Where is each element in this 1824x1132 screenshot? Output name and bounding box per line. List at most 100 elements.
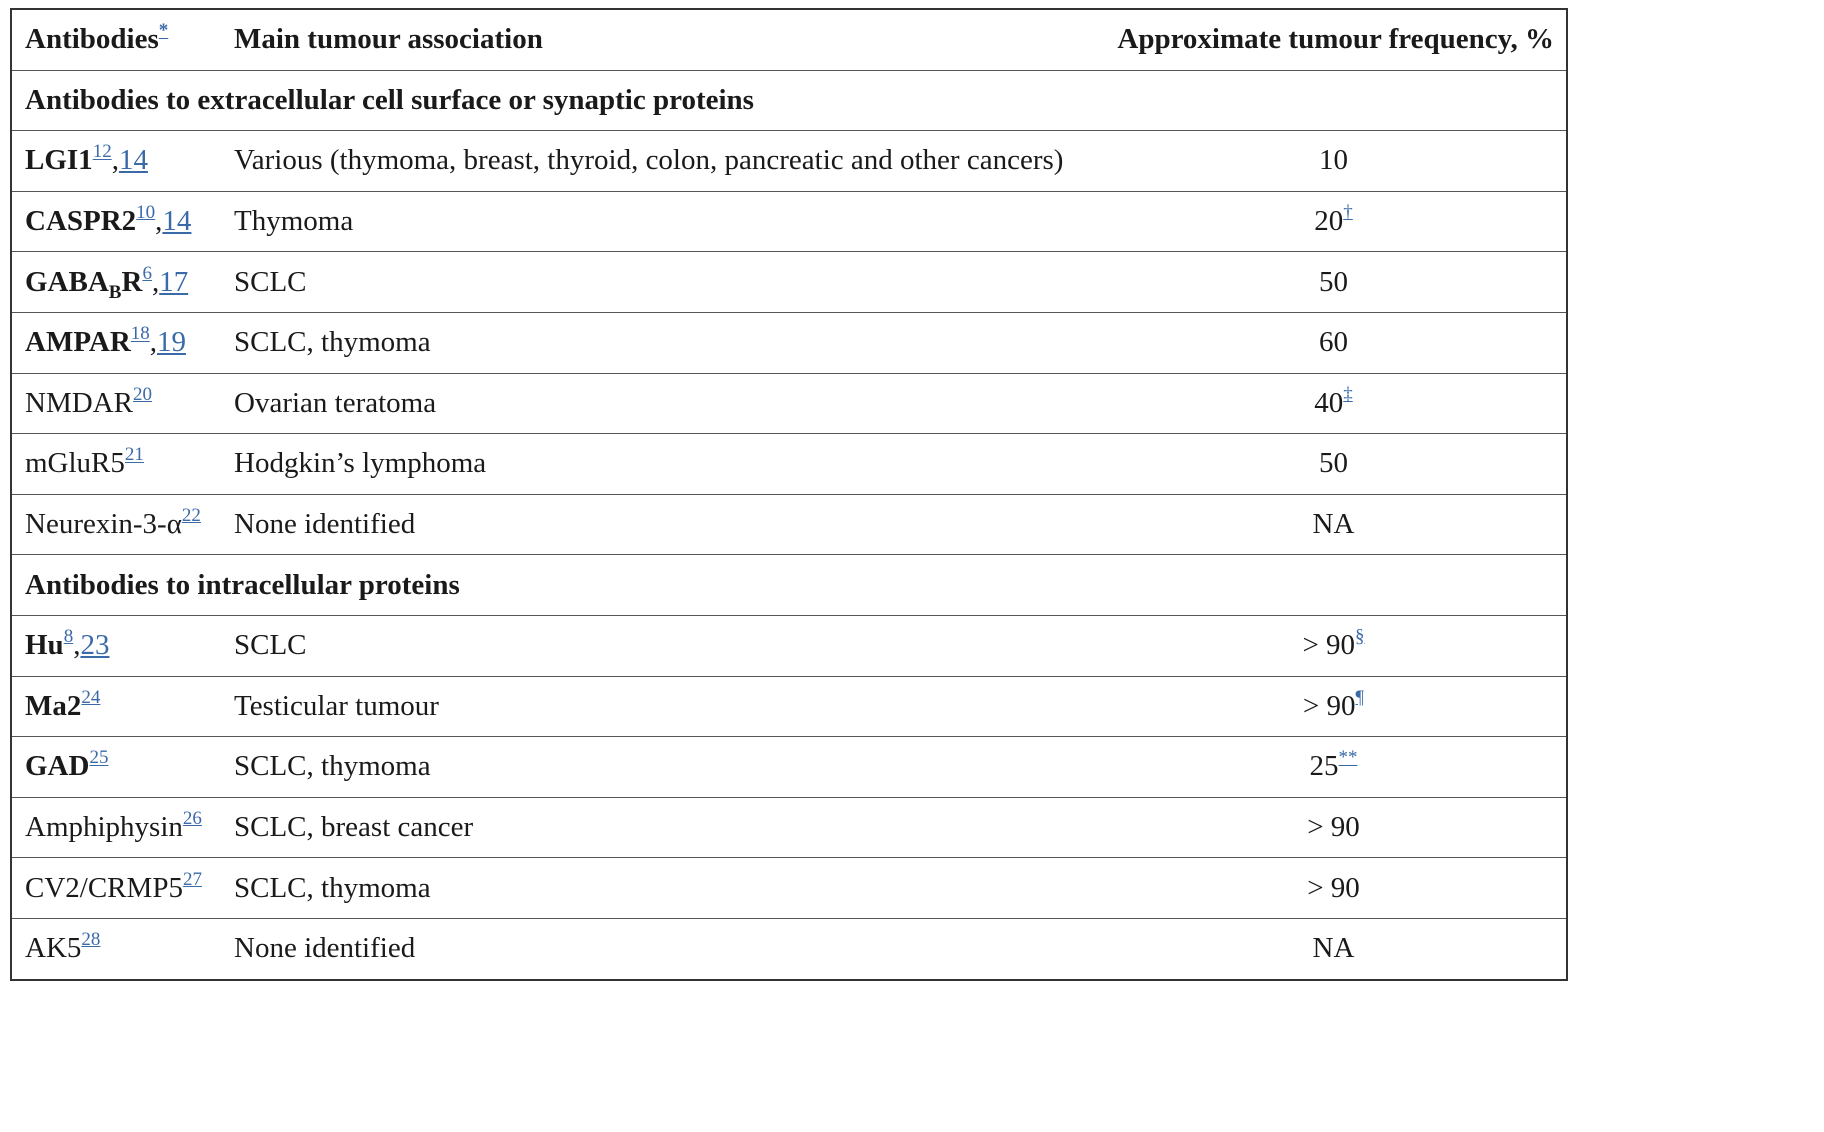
reference-link[interactable]: 27 [182,868,202,890]
tumour-frequency-cell: NA [1101,917,1567,980]
reference-link[interactable]: 20 [132,384,152,406]
frequency-footnote-link[interactable]: ‡ [1343,384,1353,406]
tumour-frequency-cell: 60 [1101,311,1567,374]
section-header-row: Antibodies to intracellular proteins [11,554,1567,616]
frequency-footnote-link[interactable]: ** [1338,747,1358,769]
tumour-association-cell: SCLC [221,251,1101,313]
table-row: GAD25 SCLC, thymoma 25** [11,736,1567,798]
tumour-association-cell: Testicular tumour [221,675,1101,737]
frequency-value: 25 [1309,750,1339,783]
frequency-value: 40 [1314,386,1344,419]
antibody-cell: Hu8,23 [11,614,221,677]
antibody-name: Hu [25,629,64,662]
tumour-frequency-cell: > 90§ [1101,614,1567,677]
antibody-name-suffix: R [121,265,143,298]
antibody-name: Ma2 [25,689,82,722]
reference-link[interactable]: 17 [159,265,189,298]
tumour-frequency-cell: > 90 [1101,857,1567,919]
tumour-association-cell: Various (thymoma, breast, thyroid, colon… [221,130,1101,192]
reference-link[interactable]: 14 [118,144,148,177]
table-row: mGluR521 Hodgkin’s lymphoma 50 [11,433,1567,495]
frequency-footnote-link[interactable]: ¶ [1355,687,1365,709]
frequency-value: > 90 [1302,629,1356,662]
reference-link[interactable]: 25 [89,747,109,769]
antibody-name: Neurexin-3-α [25,508,182,541]
reference-link[interactable]: 6 [142,262,152,284]
header-antibodies: Antibodies* [11,8,221,71]
table-row: AMPAR18,19 SCLC, thymoma 60 [11,311,1567,374]
antibody-cell: LGI112,14 [11,130,221,192]
antibody-name-subscript: B [108,281,122,303]
tumour-association-cell: None identified [221,493,1101,555]
frequency-value: > 90 [1307,811,1360,844]
tumour-frequency-cell: > 90¶ [1101,675,1567,737]
table-row: GABABR6,17 SCLC 50 [11,251,1567,313]
tumour-association-cell: Ovarian teratoma [221,372,1101,434]
tumour-association-cell: SCLC, thymoma [221,311,1101,374]
frequency-value: NA [1312,932,1355,965]
antibody-cell: CV2/CRMP527 [11,857,221,919]
antibody-name: mGluR5 [25,447,125,480]
antibody-name: CASPR2 [25,205,137,238]
antibody-name: LGI1 [25,144,93,177]
antibody-name: GAD [25,750,90,783]
section-title: Antibodies to extracellular cell surface… [11,69,1567,131]
reference-link[interactable]: 18 [130,323,150,345]
table-row: Amphiphysin26 SCLC, breast cancer > 90 [11,796,1567,858]
reference-link[interactable]: 26 [182,808,202,830]
table-row: CASPR210,14 Thymoma 20† [11,190,1567,252]
antibody-cell: GABABR6,17 [11,251,221,313]
reference-link[interactable]: 8 [63,626,74,648]
antibody-name: AMPAR [25,326,131,359]
reference-link[interactable]: 22 [181,505,201,527]
antibody-cell: Amphiphysin26 [11,796,221,858]
antibody-cell: mGluR521 [11,433,221,495]
tumour-frequency-cell: 40‡ [1101,372,1567,434]
frequency-footnote-link[interactable]: § [1355,626,1365,648]
section-header-row: Antibodies to extracellular cell surface… [11,69,1567,131]
antibody-cell: Neurexin-3-α22 [11,493,221,555]
antibody-cell: AK528 [11,917,221,980]
frequency-value: 50 [1319,265,1348,298]
table-body: Antibodies to extracellular cell surface… [11,69,1567,980]
reference-link[interactable]: 12 [92,141,112,163]
reference-link[interactable]: 14 [162,205,192,238]
frequency-value: 10 [1319,144,1348,177]
table-row: NMDAR20 Ovarian teratoma 40‡ [11,372,1567,434]
reference-link[interactable]: 28 [81,929,101,951]
tumour-frequency-cell: 50 [1101,251,1567,313]
header-tumour-frequency: Approximate tumour frequency, % [1101,8,1567,71]
tumour-frequency-cell: 50 [1101,433,1567,495]
reference-link[interactable]: 19 [157,326,187,359]
tumour-frequency-cell: 25** [1101,736,1567,798]
table-row: LGI112,14 Various (thymoma, breast, thyro… [11,130,1567,192]
antibody-name: GABA [25,265,109,298]
tumour-association-cell: SCLC [221,614,1101,677]
frequency-value: NA [1312,508,1355,541]
tumour-frequency-cell: > 90 [1101,796,1567,858]
tumour-association-cell: SCLC, breast cancer [221,796,1101,858]
frequency-value: > 90 [1302,689,1356,722]
table-row: Hu8,23 SCLC > 90§ [11,614,1567,677]
reference-link[interactable]: 23 [80,629,110,662]
reference-link[interactable]: 21 [124,444,144,466]
tumour-association-cell: None identified [221,917,1101,980]
antibody-cell: AMPAR18,19 [11,311,221,374]
antibody-tumour-table: Antibodies* Main tumour association Appr… [10,8,1568,981]
frequency-value: 20 [1314,205,1344,238]
antibody-name: CV2/CRMP5 [25,871,183,904]
antibodies-footnote-link[interactable]: * [158,20,169,42]
antibody-name: AK5 [25,932,82,965]
tumour-frequency-cell: 20† [1101,190,1567,252]
tumour-association-cell: Thymoma [221,190,1101,252]
tumour-frequency-cell: NA [1101,493,1567,555]
section-title: Antibodies to intracellular proteins [11,554,1567,616]
reference-link[interactable]: 10 [136,202,156,224]
antibody-tumour-table-wrapper: Antibodies* Main tumour association Appr… [10,8,1568,981]
reference-link[interactable]: 24 [81,687,101,709]
table-row: AK528 None identified NA [11,917,1567,980]
frequency-value: 50 [1319,447,1348,480]
frequency-footnote-link[interactable]: † [1343,202,1353,224]
antibody-cell: CASPR210,14 [11,190,221,252]
table-row: CV2/CRMP527 SCLC, thymoma > 90 [11,857,1567,919]
